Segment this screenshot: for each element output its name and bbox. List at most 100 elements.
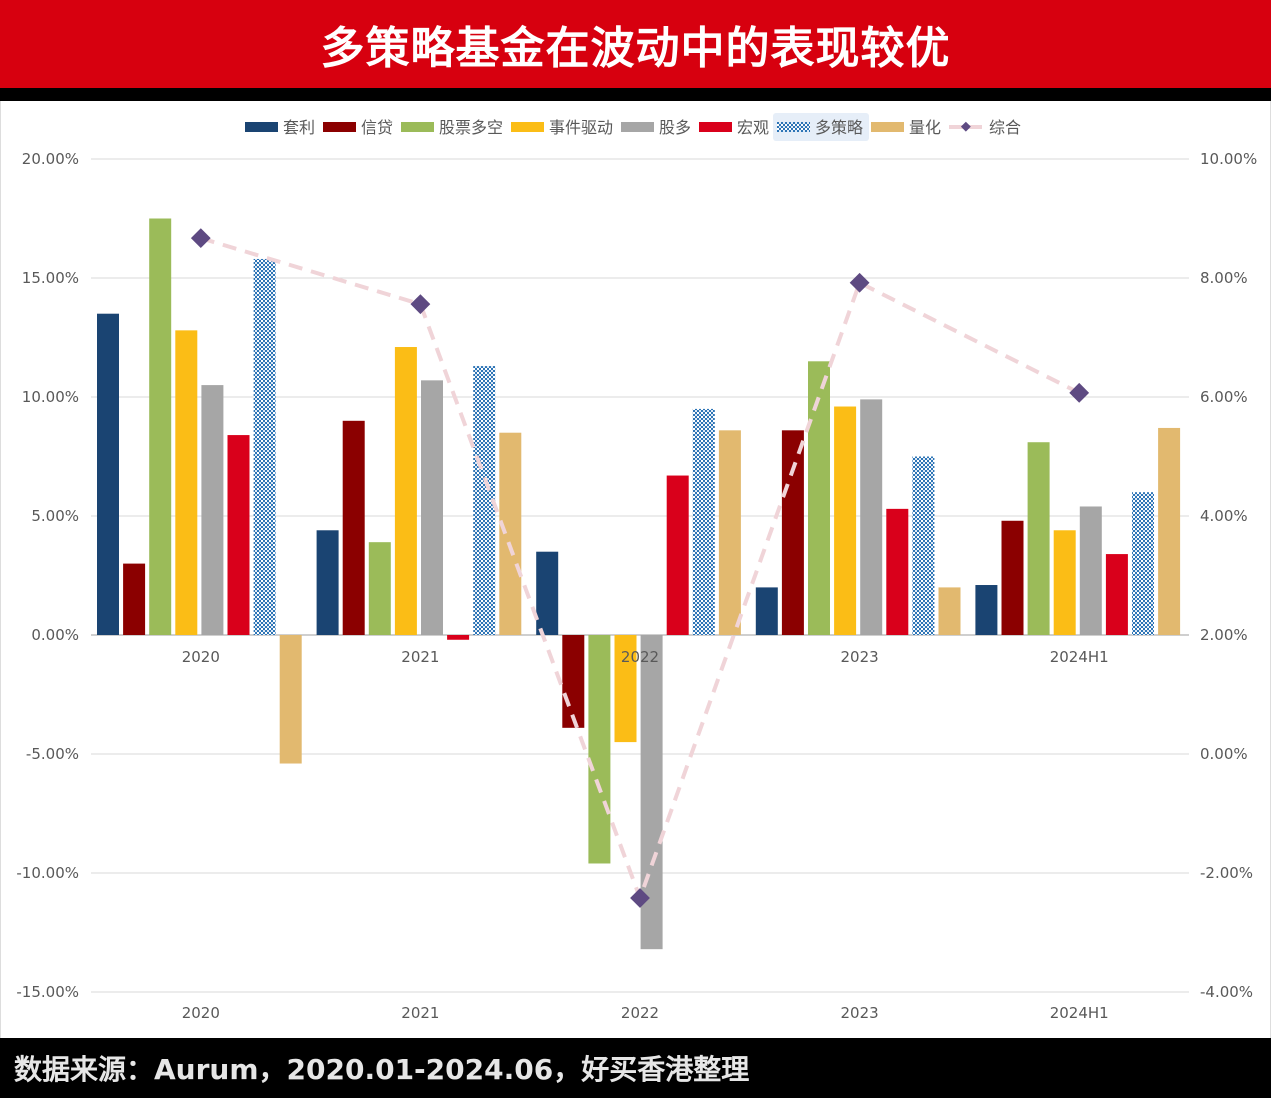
source-text: 数据来源：Aurum，2020.01-2024.06，好买香港整理: [14, 1053, 750, 1086]
line-series-composite: [190, 228, 1090, 908]
legend-item-股票多空: 股票多空: [401, 118, 503, 137]
legend-label: 宏观: [737, 118, 769, 137]
legend-item-多策略: 多策略: [773, 113, 869, 141]
bar-宏观-2024H1: [1105, 554, 1128, 635]
chart-svg: 套利 信贷 股票多空 事件驱动 股多 宏观 多策略 量化 综合 20.00% 15.00% 10.0…: [16, 113, 1257, 1022]
left-tick-label: 20.00%: [22, 150, 79, 168]
left-tick-label: 0.00%: [31, 626, 79, 644]
x-category-label: 2021: [401, 648, 439, 666]
x-axis-labels: 2020 2020 2021 2021 2022 2022 2023 2023 2024H1 20…: [182, 648, 1109, 1022]
bar-事件驱动-2020: [175, 330, 198, 635]
x-category-label: 2024H1: [1050, 1004, 1109, 1022]
legend-label: 股票多空: [439, 118, 503, 137]
legend-item-股多: 股多: [621, 118, 691, 137]
left-tick-label: -10.00%: [16, 864, 79, 882]
diamond-marker-icon: [1069, 382, 1090, 403]
bar-信贷-2020: [123, 563, 146, 635]
legend-item-量化: 量化: [871, 118, 941, 137]
bar-信贷-2023: [781, 430, 804, 635]
bar-事件驱动-2023: [834, 406, 857, 635]
right-tick-label: 4.00%: [1200, 507, 1248, 525]
x-category-label: 2023: [841, 648, 879, 666]
legend-label: 套利: [283, 118, 315, 137]
left-tick-label: 15.00%: [22, 269, 79, 287]
legend-item-综合: 综合: [949, 118, 1021, 137]
x-category-label: 2023: [841, 1004, 879, 1022]
legend-label: 事件驱动: [549, 118, 613, 137]
bar-宏观-2020: [227, 435, 250, 635]
right-tick-label: 0.00%: [1200, 745, 1248, 763]
right-tick-label: 8.00%: [1200, 269, 1248, 287]
legend-swatch-icon: [401, 122, 434, 132]
gridlines: [91, 158, 1189, 993]
legend-item-事件驱动: 事件驱动: [511, 118, 613, 137]
legend-swatch-icon: [871, 122, 904, 132]
legend-swatch-icon: [777, 122, 810, 132]
bar-信贷-2021: [342, 420, 365, 635]
bar-股多-2022: [640, 635, 663, 950]
source-footer: 数据来源：Aurum，2020.01-2024.06，好买香港整理: [0, 1038, 1271, 1098]
bar-宏观-2021: [447, 635, 470, 640]
left-tick-label: -5.00%: [26, 745, 79, 763]
legend-label: 综合: [989, 118, 1021, 137]
bar-套利-2021: [316, 530, 339, 635]
legend-diamond-icon: [960, 121, 971, 132]
bar-series: [97, 218, 1181, 950]
legend-item-套利: 套利: [245, 118, 315, 137]
diamond-marker-icon: [410, 294, 431, 315]
legend-swatch-icon: [621, 122, 654, 132]
legend-swatch-icon: [511, 122, 544, 132]
bar-套利-2022: [536, 551, 559, 635]
bar-信贷-2022: [562, 635, 585, 728]
bar-事件驱动-2021: [394, 347, 417, 635]
bar-量化-2022: [718, 430, 741, 635]
bar-宏观-2023: [886, 508, 909, 635]
x-category-label: 2020: [182, 648, 220, 666]
bar-多策略-2020: [253, 258, 276, 635]
title-bar: 多策略基金在波动中的表现较优: [0, 0, 1271, 88]
bar-多策略-2021: [473, 366, 496, 635]
left-tick-label: 10.00%: [22, 388, 79, 406]
bar-套利-2020: [97, 313, 119, 635]
bar-股多-2024H1: [1079, 506, 1102, 635]
right-tick-label: -2.00%: [1200, 864, 1253, 882]
right-tick-label: 6.00%: [1200, 388, 1248, 406]
legend-item-宏观: 宏观: [699, 118, 769, 137]
legend-label: 股多: [659, 118, 691, 137]
bar-宏观-2022: [666, 475, 689, 635]
bar-套利-2024H1: [975, 585, 998, 635]
chart-legend: 套利 信贷 股票多空 事件驱动 股多 宏观 多策略 量化 综合: [245, 113, 1021, 141]
x-category-label: 2024H1: [1050, 648, 1109, 666]
bar-量化-2023: [938, 587, 961, 635]
bar-事件驱动-2024H1: [1053, 530, 1076, 635]
legend-label: 量化: [909, 118, 941, 137]
bar-量化-2021: [499, 432, 522, 635]
right-tick-label: 2.00%: [1200, 626, 1248, 644]
bar-股票多空-2023: [808, 361, 830, 635]
legend-swatch-icon: [699, 122, 732, 132]
bar-股多-2020: [201, 385, 224, 635]
diamond-marker-icon: [849, 272, 870, 293]
right-y-axis: 10.00% 8.00% 6.00% 4.00% 2.00% 0.00% -2.00% -4.…: [1200, 150, 1257, 1001]
x-category-label: 2021: [401, 1004, 439, 1022]
legend-item-信贷: 信贷: [323, 118, 393, 137]
bar-股多-2021: [421, 380, 443, 635]
bar-多策略-2022: [692, 408, 715, 635]
left-tick-label: 5.00%: [31, 507, 79, 525]
legend-highlight: [773, 113, 869, 141]
bar-事件驱动-2022: [614, 635, 637, 743]
legend-label: 多策略: [815, 118, 863, 137]
left-y-axis: 20.00% 15.00% 10.00% 5.00% 0.00% -5.00% -10.00…: [16, 150, 79, 1001]
legend-swatch-icon: [323, 122, 356, 132]
bar-股多-2023: [860, 399, 883, 635]
bar-多策略-2024H1: [1132, 492, 1154, 635]
right-tick-label: -4.00%: [1200, 983, 1253, 1001]
chart-area: 套利 信贷 股票多空 事件驱动 股多 宏观 多策略 量化 综合 20.00% 15.00% 10.0…: [0, 101, 1271, 1038]
right-tick-label: 10.00%: [1200, 150, 1257, 168]
bar-股票多空-2020: [149, 218, 172, 635]
bar-量化-2024H1: [1158, 427, 1181, 635]
legend-label: 信贷: [361, 118, 393, 137]
bar-量化-2020: [279, 635, 302, 764]
diamond-marker-icon: [630, 888, 650, 908]
bar-股票多空-2022: [588, 635, 611, 864]
